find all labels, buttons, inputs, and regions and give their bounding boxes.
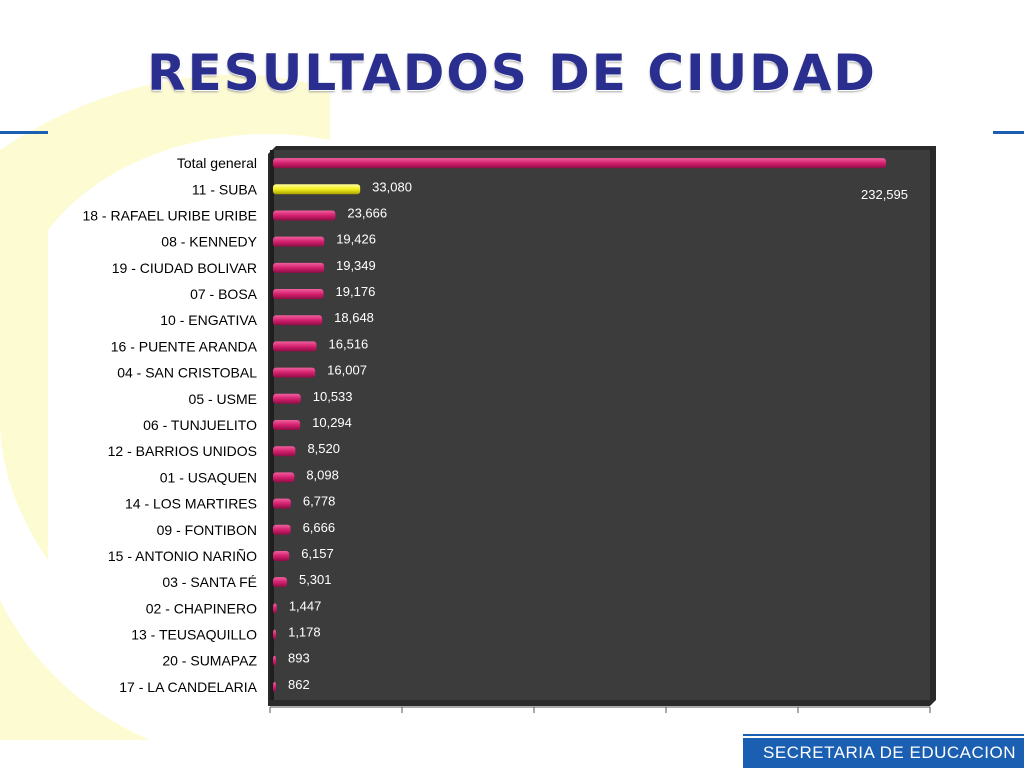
value-label: 6,778 bbox=[303, 494, 336, 509]
category-label: 12 - BARRIOS UNIDOS bbox=[108, 443, 257, 459]
value-label: 6,157 bbox=[301, 546, 334, 561]
bar bbox=[273, 472, 295, 483]
category-label: 11 - SUBA bbox=[192, 181, 258, 197]
footer-text: SECRETARIA DE EDUCACION bbox=[763, 743, 1017, 762]
category-label: 20 - SUMAPAZ bbox=[162, 653, 257, 669]
category-label: 07 - BOSA bbox=[190, 286, 258, 302]
category-label: 02 - CHAPINERO bbox=[146, 600, 257, 616]
category-label: Total general bbox=[177, 155, 257, 171]
category-label: 16 - PUENTE ARANDA bbox=[111, 338, 258, 354]
title-rule-left bbox=[0, 131, 48, 134]
bar bbox=[273, 446, 296, 457]
value-label: 10,294 bbox=[312, 415, 352, 430]
value-label: 10,533 bbox=[313, 389, 353, 404]
category-label: 05 - USME bbox=[189, 391, 257, 407]
value-label: 16,516 bbox=[329, 336, 369, 351]
footer-top-rule bbox=[743, 734, 1024, 736]
category-label: 03 - SANTA FÉ bbox=[162, 574, 257, 590]
category-label: 06 - TUNJUELITO bbox=[143, 417, 257, 433]
bar bbox=[273, 524, 291, 535]
bar bbox=[273, 210, 336, 221]
value-label: 19,349 bbox=[336, 258, 376, 273]
value-label: 1,178 bbox=[288, 625, 321, 640]
category-label: 01 - USAQUEN bbox=[160, 469, 257, 485]
plot-area bbox=[270, 150, 930, 700]
value-label: 16,007 bbox=[327, 363, 367, 378]
bar bbox=[273, 367, 316, 378]
value-label: 8,098 bbox=[306, 467, 339, 482]
category-label: 15 - ANTONIO NARIÑO bbox=[108, 548, 257, 564]
category-label: 18 - RAFAEL URIBE URIBE bbox=[82, 207, 257, 223]
category-label: 13 - TEUSAQUILLO bbox=[131, 627, 257, 643]
bar bbox=[273, 393, 301, 404]
highlighted-bar bbox=[273, 184, 361, 195]
value-label: 893 bbox=[288, 651, 310, 666]
bar bbox=[273, 420, 301, 430]
bar bbox=[273, 550, 290, 561]
bar bbox=[273, 262, 324, 273]
value-label: 19,426 bbox=[336, 232, 376, 247]
bar bbox=[273, 681, 276, 692]
value-label: 862 bbox=[288, 677, 310, 692]
category-label: 10 - ENGATIVA bbox=[160, 312, 257, 328]
value-label: 232,595 bbox=[861, 187, 908, 202]
value-label: 5,301 bbox=[299, 572, 332, 587]
value-label: 6,666 bbox=[303, 520, 336, 535]
category-label: 17 - LA CANDELARIA bbox=[119, 679, 257, 695]
value-label: 18,648 bbox=[334, 310, 374, 325]
value-label: 1,447 bbox=[289, 598, 322, 613]
bar bbox=[273, 603, 277, 614]
bar bbox=[273, 655, 276, 666]
category-label: 08 - KENNEDY bbox=[161, 234, 257, 250]
bar bbox=[273, 577, 287, 588]
bar bbox=[273, 158, 886, 169]
category-label: 09 - FONTIBON bbox=[157, 522, 257, 538]
footer-bar bbox=[743, 738, 1024, 768]
value-label: 19,176 bbox=[336, 284, 376, 299]
bar bbox=[273, 236, 325, 247]
plot-left-wall bbox=[270, 150, 274, 700]
bar bbox=[273, 289, 324, 300]
bar bbox=[273, 498, 291, 509]
category-label: 04 - SAN CRISTOBAL bbox=[117, 365, 257, 381]
bar bbox=[273, 341, 317, 352]
bar bbox=[273, 629, 277, 640]
category-label: 19 - CIUDAD BOLIVAR bbox=[112, 260, 257, 276]
title-rule-right bbox=[993, 131, 1024, 134]
value-label: 33,080 bbox=[372, 179, 412, 194]
value-label: 8,520 bbox=[307, 441, 340, 456]
category-label: 14 - LOS MARTIRES bbox=[125, 496, 257, 512]
value-label: 23,666 bbox=[347, 205, 387, 220]
page-title: RESULTADOS DE CIUDAD bbox=[147, 44, 877, 102]
bar bbox=[273, 315, 323, 326]
